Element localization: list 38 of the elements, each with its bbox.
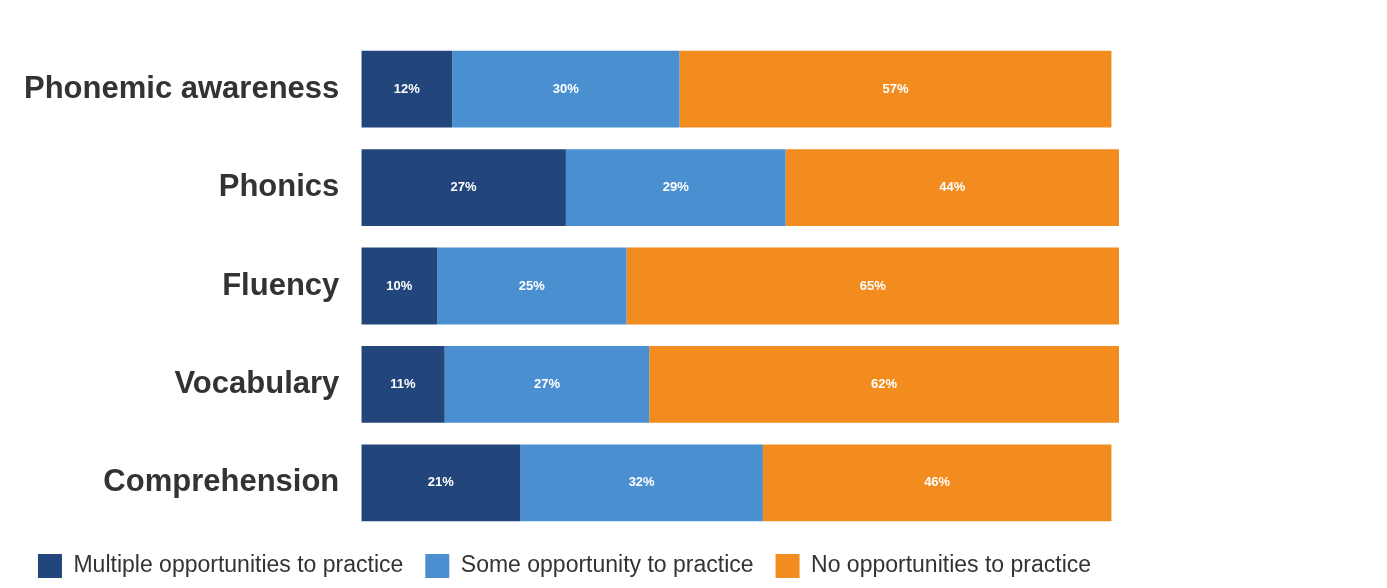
bar	[520, 444, 763, 522]
bar	[452, 50, 680, 128]
data-label: 65%	[859, 277, 887, 293]
legend-label: No opportunities to practice	[811, 551, 1092, 578]
legend-label: Multiple opportunities to practice	[73, 551, 404, 578]
data-label: 10%	[386, 277, 413, 293]
bar	[361, 346, 445, 423]
bar	[762, 444, 1112, 522]
data-label: 44%	[939, 179, 966, 195]
data-label: 21%	[427, 474, 455, 490]
y-tick-label: Phonemic awareness	[23, 69, 340, 105]
bar	[437, 247, 627, 325]
bar	[565, 149, 786, 226]
bar	[361, 50, 453, 128]
data-label: 27%	[450, 179, 478, 195]
bar	[626, 247, 1119, 325]
data-label: 32%	[628, 474, 656, 490]
bar	[679, 50, 1112, 128]
y-tick-label: Fluency	[222, 266, 341, 302]
data-label: 25%	[518, 277, 546, 293]
data-label: 30%	[552, 80, 580, 96]
data-label: 46%	[924, 474, 951, 490]
bar	[361, 247, 438, 325]
bar	[444, 346, 650, 423]
data-label: 29%	[662, 179, 690, 195]
legend-label: Some opportunity to practice	[460, 551, 754, 578]
bar	[361, 149, 566, 226]
y-tick-label: Phonics	[218, 168, 340, 204]
y-tick-label: Vocabulary	[174, 364, 341, 400]
data-label: 12%	[393, 80, 421, 96]
data-label: 57%	[882, 80, 909, 96]
data-label: 11%	[390, 375, 417, 391]
data-label: 62%	[871, 375, 898, 391]
bar	[785, 149, 1119, 226]
data-label: 27%	[533, 375, 561, 391]
bar	[361, 444, 521, 522]
bar	[649, 346, 1119, 423]
y-tick-label: Comprehension	[103, 463, 340, 499]
